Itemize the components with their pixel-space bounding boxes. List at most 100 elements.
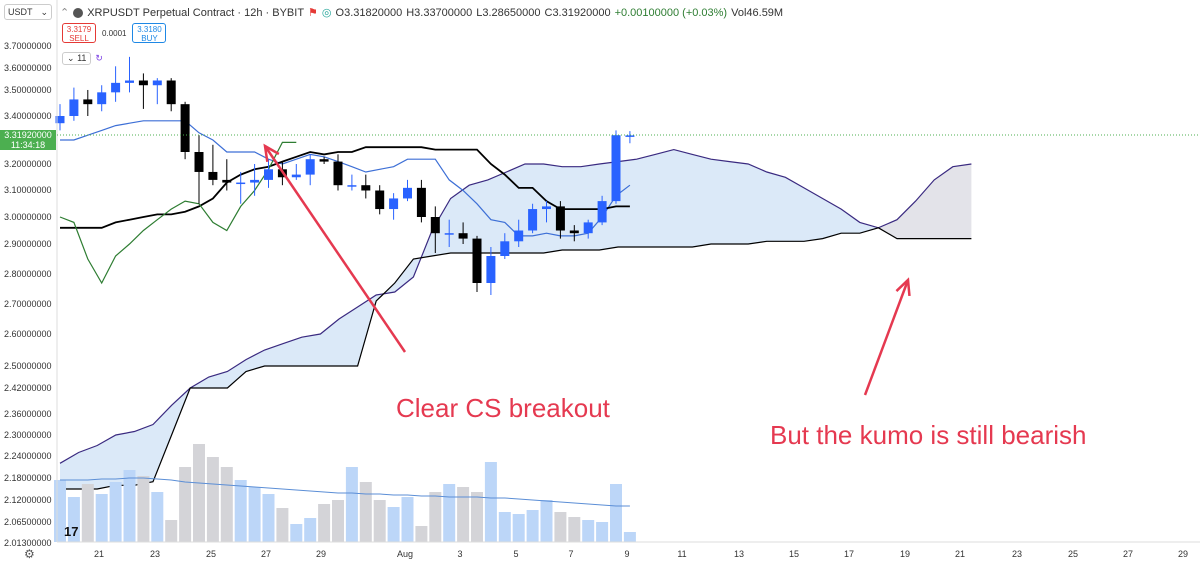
volume-bar — [415, 526, 428, 542]
arrow-shaft — [263, 145, 407, 353]
candle — [180, 101, 190, 160]
volume-bar — [234, 480, 247, 542]
time-axis-label: 25 — [206, 549, 216, 559]
annotation-left: Clear CS breakout — [396, 393, 610, 423]
volume-bar — [359, 482, 372, 542]
candle-body — [222, 179, 232, 183]
price-axis-label: 2.18000000 — [4, 473, 52, 483]
candle-body — [111, 82, 121, 93]
candle-body — [291, 174, 301, 178]
trade-buttons: 3.3179 SELL 0.0001 3.3180 BUY — [62, 23, 167, 43]
volume-bar — [457, 487, 470, 542]
low-value: L3.28650000 — [476, 6, 541, 19]
candle — [569, 225, 579, 242]
volume-bar — [443, 484, 456, 542]
candle — [361, 174, 371, 199]
candle-body — [125, 80, 134, 83]
candle-body — [333, 161, 343, 186]
arrow-kumo-bearish — [863, 277, 911, 396]
volume-bar — [610, 484, 622, 542]
price-axis-label: 2.01300000 — [4, 538, 52, 548]
candle — [416, 179, 426, 223]
price-axis-label: 3.50000000 — [4, 85, 52, 95]
last-price-tag: 3.31920000 11:34:18 — [0, 130, 56, 150]
sell-price: 3.3179 — [66, 25, 92, 34]
candle-body — [194, 152, 204, 172]
candle — [152, 78, 162, 105]
symbol-title[interactable]: XRPUSDT Perpetual Contract · 12h · BYBIT — [87, 6, 305, 19]
chevron-down-icon: ⌄ — [40, 6, 48, 17]
chart-header: ⌃ XRPUSDT Perpetual Contract · 12h · BYB… — [60, 6, 787, 20]
span-a-line — [59, 148, 972, 464]
flag-icon[interactable]: ⚑ — [308, 7, 318, 19]
time-axis-label: 19 — [900, 549, 910, 559]
candle-body — [416, 187, 426, 217]
candle-body — [138, 80, 148, 86]
candle — [69, 87, 79, 121]
candle-body — [264, 169, 273, 180]
candle — [222, 159, 232, 191]
volume-bar — [568, 517, 581, 542]
arrow-cs-breakout — [263, 143, 407, 353]
time-axis-label: 17 — [844, 549, 854, 559]
annotation-right: But the kumo is still bearish — [770, 420, 1087, 450]
currency-label: USDT — [8, 7, 33, 17]
volume-bar — [137, 476, 150, 542]
sell-button[interactable]: 3.3179 SELL — [62, 23, 96, 43]
indicator-bar: ⌄ 11 ↻ — [62, 52, 103, 65]
candle-body — [180, 104, 190, 152]
time-axis[interactable]: 21 23 25 27 29 Aug 3 5 7 9 11 13 15 17 19 21 23 25 27 29 — [57, 541, 1200, 559]
time-axis-label: 11 — [677, 549, 686, 559]
span-b-line — [60, 227, 972, 490]
price-axis-label: 3.40000000 — [4, 111, 52, 121]
currency-selector[interactable]: USDT ⌄ — [4, 4, 52, 20]
symbol-logo-icon — [73, 7, 84, 18]
volume-bar — [512, 514, 525, 542]
candle — [125, 56, 134, 93]
sell-label: SELL — [69, 34, 89, 43]
open-value: O3.31820000 — [335, 6, 403, 19]
price-axis-label: 2.50000000 — [4, 361, 52, 371]
bar-countdown: 11:34:18 — [10, 140, 46, 150]
market-status-icon: ◎ — [321, 7, 332, 19]
candle — [625, 131, 635, 144]
sync-icon[interactable]: ↻ — [95, 53, 103, 63]
candle — [528, 203, 538, 234]
candle — [500, 233, 510, 259]
candle-body — [555, 206, 565, 231]
candle — [389, 193, 399, 220]
buy-price: 3.3180 — [137, 25, 162, 34]
collapse-icon[interactable]: ⌃ — [60, 7, 70, 19]
settings-icon[interactable]: ⚙ — [24, 547, 35, 561]
base-line — [60, 146, 630, 229]
volume-ma-line — [60, 477, 630, 507]
candle — [291, 164, 301, 180]
volume-bar — [429, 492, 442, 542]
volume-value: Vol46.59M — [731, 6, 784, 19]
volume-bar — [165, 520, 178, 542]
time-axis-label: 21 — [94, 549, 104, 559]
candle — [264, 159, 273, 188]
candle-body — [166, 80, 176, 105]
candle — [611, 130, 621, 204]
indicator-toggle[interactable]: ⌄ 11 — [62, 52, 92, 65]
candle-body — [83, 99, 93, 105]
candle — [458, 222, 468, 244]
volume-bar — [95, 494, 108, 542]
tradingview-logo[interactable]: 17 — [64, 524, 79, 539]
volume-bar — [276, 508, 289, 542]
volume-bar — [554, 512, 567, 542]
price-axis[interactable]: 3.70000000 3.60000000 3.50000000 3.40000000… — [4, 0, 1200, 548]
candle-body — [472, 238, 482, 283]
candle — [555, 201, 565, 239]
candle — [166, 78, 176, 112]
candle — [375, 185, 385, 215]
close-value: C3.31920000 — [544, 6, 611, 19]
candle — [542, 201, 551, 223]
price-axis-label: 2.06500000 — [4, 517, 52, 527]
buy-button[interactable]: 3.3180 BUY — [132, 23, 167, 43]
conversion-line — [60, 120, 631, 237]
candle-body — [528, 209, 538, 231]
time-axis-label: Aug — [397, 549, 413, 559]
